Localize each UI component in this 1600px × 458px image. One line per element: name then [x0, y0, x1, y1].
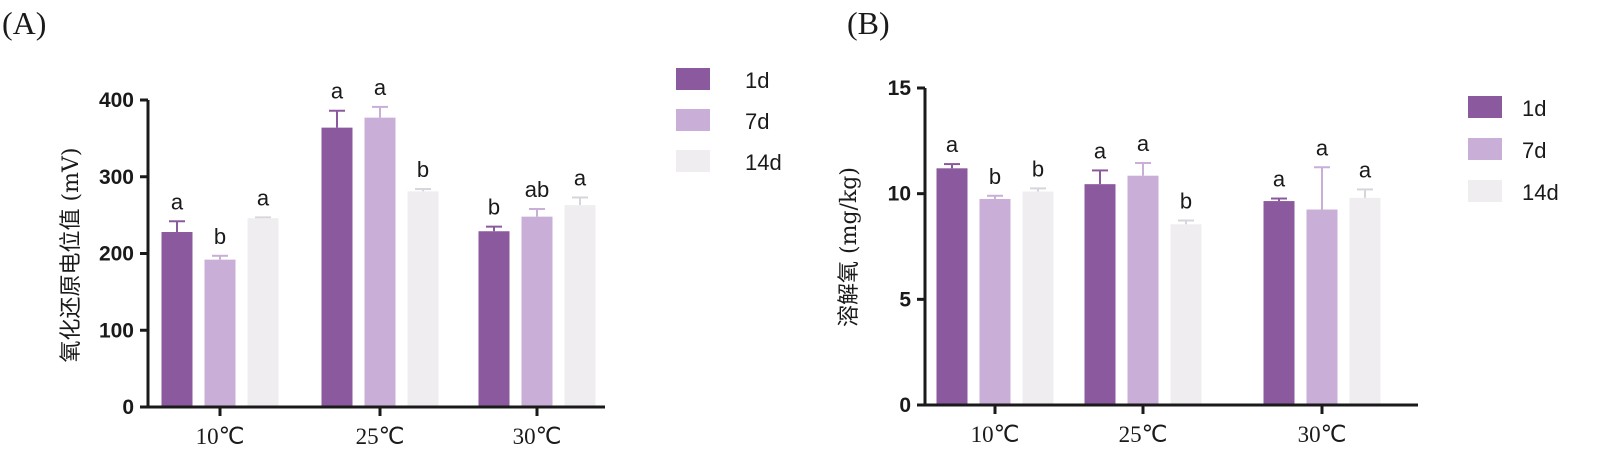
bar-14d-2: [564, 205, 596, 407]
legend-swatch-14d: [676, 150, 710, 172]
y-tick-label: 200: [99, 243, 134, 266]
significance-letter: b: [989, 164, 1001, 189]
significance-letter: a: [946, 132, 959, 157]
legend: 1d 7d 14d: [676, 68, 782, 175]
significance-letter: a: [171, 189, 184, 214]
bar-14d-1: [407, 191, 439, 407]
x-tick-label: 10℃: [196, 424, 245, 449]
legend-swatch-1d: [676, 68, 710, 90]
bar-14d-1: [1170, 224, 1202, 405]
panel-label: (B): [847, 5, 890, 41]
x-tick-label: 25℃: [1119, 422, 1168, 447]
y-tick-label: 5: [899, 288, 911, 311]
significance-letter: a: [1316, 135, 1329, 160]
y-tick-label: 100: [99, 319, 134, 342]
significance-letter: b: [1032, 156, 1044, 181]
y-tick-label: 400: [99, 89, 134, 112]
bar-14d-0: [1022, 191, 1054, 405]
bar-14d-2: [1349, 197, 1381, 405]
bar-14d-0: [247, 218, 279, 407]
significance-letter: a: [1273, 167, 1286, 192]
x-tick-label: 25℃: [356, 424, 405, 449]
panel-label: (A): [2, 5, 46, 41]
y-tick-label: 300: [99, 166, 134, 189]
significance-letter: a: [574, 165, 587, 190]
bar-7d-0: [204, 259, 236, 407]
legend-label: 7d: [745, 109, 769, 134]
bar-7d-1: [364, 117, 396, 407]
legend-swatch-1d: [1468, 96, 1502, 118]
y-tick-label: 10: [888, 183, 911, 206]
bar-1d-1: [1084, 184, 1116, 405]
y-tick-label: 0: [899, 394, 911, 417]
significance-letter: ab: [525, 177, 549, 202]
bar-7d-2: [521, 216, 553, 407]
significance-letter: b: [417, 157, 429, 182]
bar-1d-2: [478, 231, 510, 407]
y-tick-label: 0: [122, 396, 134, 419]
bar-1d-0: [161, 232, 193, 407]
legend-swatch-14d: [1468, 180, 1502, 202]
legend-label: 1d: [745, 68, 769, 93]
significance-letter: b: [1180, 189, 1192, 214]
x-tick-label: 30℃: [1298, 422, 1347, 447]
y-axis-label: 溶解氧 (mg/kg): [837, 167, 862, 327]
y-tick-label: 15: [888, 77, 912, 100]
legend-label: 14d: [745, 150, 782, 175]
significance-letter: b: [488, 195, 500, 220]
legend-swatch-7d: [1468, 138, 1502, 160]
significance-letter: a: [257, 185, 270, 210]
legend-label: 14d: [1522, 180, 1559, 205]
y-axis-label: 氧化还原电位值 (mV): [59, 148, 84, 363]
legend: 1d 7d 14d: [1468, 96, 1559, 205]
legend-label: 7d: [1522, 138, 1546, 163]
x-tick-label: 10℃: [971, 422, 1020, 447]
bar-1d-1: [321, 127, 353, 407]
legend-label: 1d: [1522, 96, 1546, 121]
chart-panel-2: (B) 溶解氧 (mg/kg) 0 5 10 15 a a a b a a b b a 10℃ 25℃ 30℃ 1d…: [837, 5, 1559, 447]
significance-letter: b: [214, 224, 226, 249]
legend-swatch-7d: [676, 109, 710, 131]
significance-letter: a: [1137, 131, 1150, 156]
x-tick-label: 30℃: [513, 424, 562, 449]
bar-1d-2: [1263, 201, 1295, 405]
bar-1d-0: [936, 168, 968, 405]
bar-7d-2: [1306, 209, 1338, 405]
significance-letter: a: [1359, 157, 1372, 182]
bar-7d-1: [1127, 175, 1159, 405]
significance-letter: a: [374, 75, 387, 100]
bar-7d-0: [979, 198, 1011, 405]
significance-letter: a: [1094, 138, 1107, 163]
significance-letter: a: [331, 79, 344, 104]
